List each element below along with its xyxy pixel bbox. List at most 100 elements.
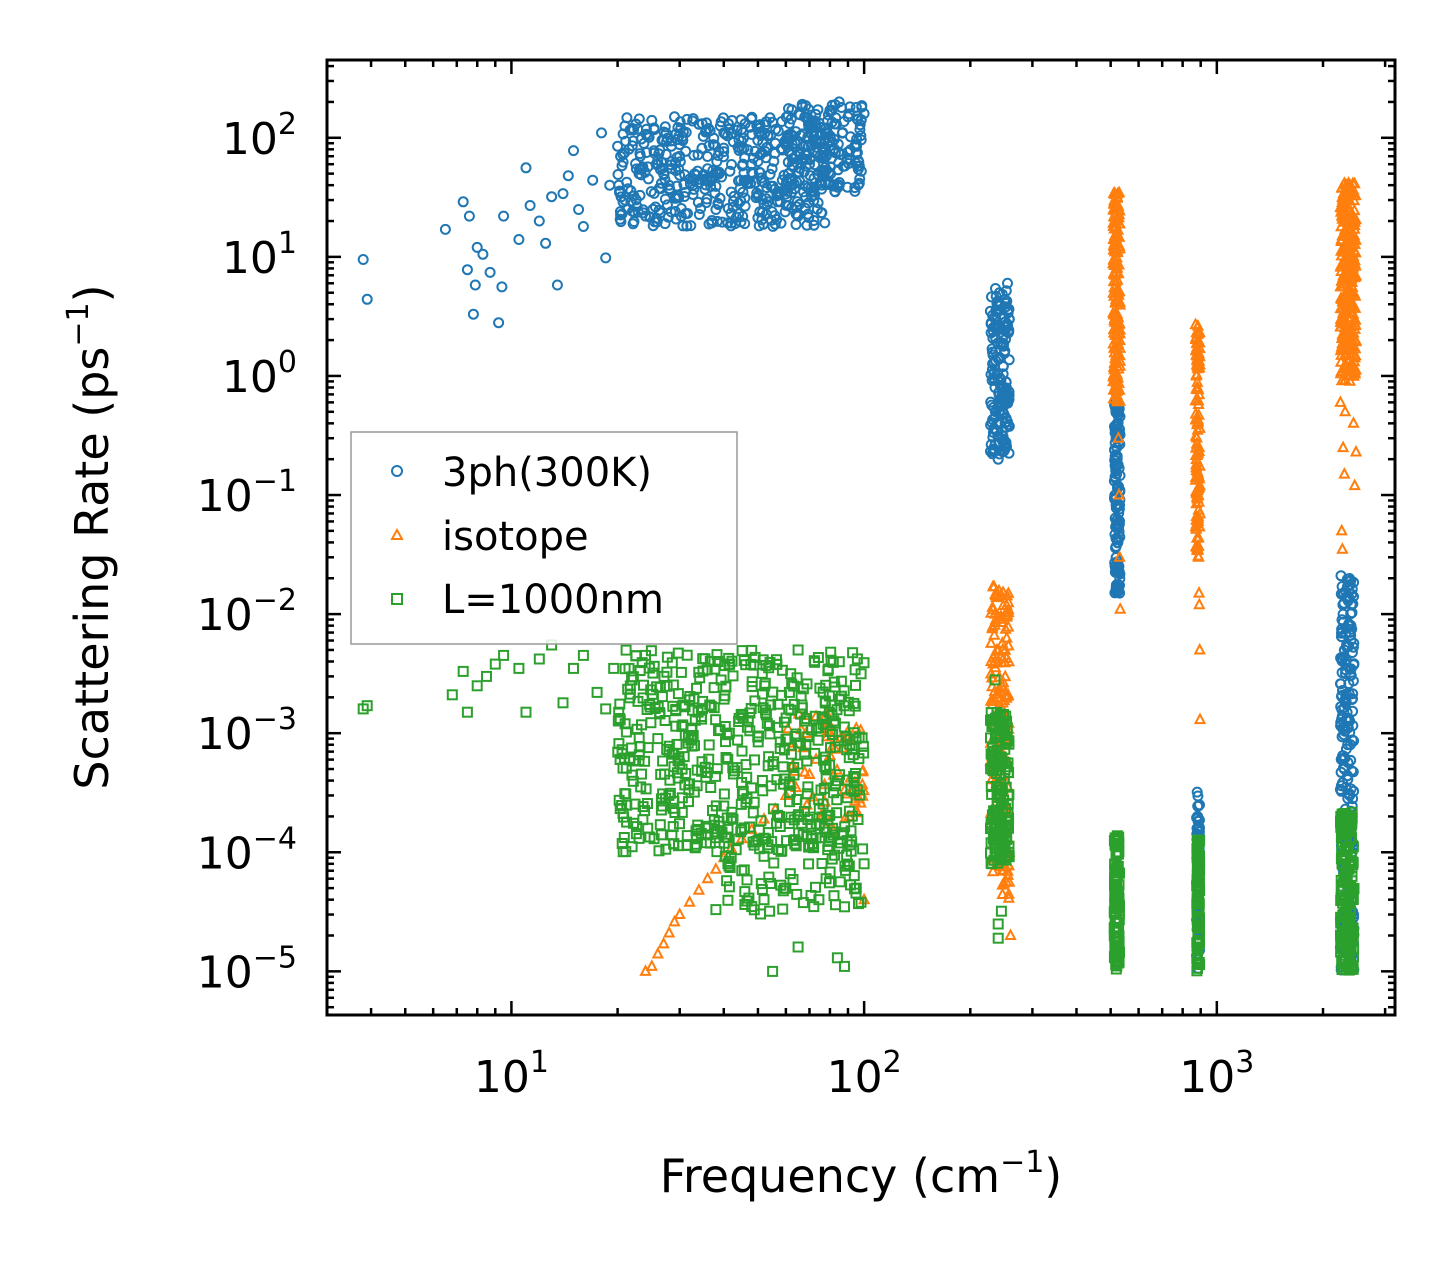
point-3ph (794, 198, 805, 210)
point-3ph (752, 120, 764, 132)
point-3ph (722, 217, 734, 229)
point-isotope (1334, 279, 1347, 292)
point-boundary (804, 811, 816, 823)
tick-label-base: 10 (197, 590, 253, 641)
point-boundary (758, 894, 770, 906)
point-boundary (991, 781, 1003, 792)
point-isotope (1110, 285, 1123, 298)
point-isotope (988, 692, 1001, 704)
point-3ph (731, 124, 743, 136)
point-isotope (1346, 285, 1359, 298)
legend: 3ph(300K) isotope L=1000nm (350, 431, 738, 645)
point-3ph (703, 123, 715, 134)
point-isotope (683, 895, 696, 907)
point-3ph (1345, 620, 1357, 632)
point-3ph (439, 223, 451, 235)
point-isotope (1349, 301, 1362, 313)
point-isotope (1112, 317, 1125, 330)
point-boundary (619, 788, 631, 800)
point-3ph (596, 127, 607, 139)
point-isotope (806, 789, 820, 802)
point-boundary (634, 665, 646, 676)
point-boundary (753, 730, 764, 742)
point-isotope (1335, 373, 1349, 386)
point-3ph (577, 221, 589, 232)
point-3ph (1345, 754, 1357, 766)
point-isotope (1336, 440, 1350, 453)
point-boundary (736, 865, 748, 877)
point-boundary (1191, 879, 1203, 891)
point-3ph (988, 374, 1000, 386)
point-boundary (721, 875, 733, 887)
point-3ph (816, 179, 828, 191)
point-isotope (1334, 395, 1347, 407)
point-isotope (1335, 232, 1348, 245)
point-boundary (656, 691, 668, 703)
point-isotope (1111, 380, 1124, 392)
point-isotope (1189, 448, 1203, 460)
point-3ph (1002, 277, 1013, 289)
point-isotope (1108, 268, 1122, 280)
point-3ph (707, 139, 719, 151)
point-3ph (768, 155, 780, 167)
point-isotope (1112, 487, 1126, 500)
point-boundary (1113, 956, 1125, 968)
point-3ph (997, 361, 1009, 372)
x-tick-label: 101 (474, 1045, 549, 1103)
point-isotope (1189, 539, 1203, 552)
point-isotope (1340, 178, 1353, 190)
point-3ph (758, 198, 770, 210)
point-boundary (835, 690, 847, 702)
point-3ph (816, 183, 828, 195)
point-boundary (616, 800, 628, 811)
point-isotope (1191, 380, 1204, 392)
point-boundary (802, 781, 814, 793)
point-boundary (985, 823, 996, 835)
point-3ph (829, 118, 841, 130)
point-isotope (1348, 322, 1362, 334)
tick-label-base: 10 (197, 709, 253, 760)
point-boundary (767, 686, 779, 698)
point-boundary (1336, 808, 1348, 820)
point-boundary (995, 768, 1006, 779)
point-isotope (1336, 312, 1349, 325)
point-3ph (1111, 515, 1122, 527)
point-3ph (675, 203, 687, 214)
tick-label-exponent: 3 (1235, 1045, 1254, 1080)
point-boundary (762, 760, 774, 772)
point-isotope (1347, 209, 1360, 222)
point-boundary (670, 720, 682, 732)
point-boundary (839, 901, 850, 913)
point-boundary (992, 918, 1004, 930)
point-3ph (612, 169, 624, 180)
point-3ph (843, 158, 855, 169)
point-boundary (640, 783, 652, 795)
point-boundary (737, 785, 749, 797)
point-3ph (695, 203, 707, 214)
point-boundary (1109, 863, 1121, 875)
point-isotope (1348, 365, 1361, 378)
point-3ph (693, 209, 705, 220)
point-isotope (1190, 357, 1203, 370)
point-boundary (850, 679, 861, 691)
point-3ph (587, 174, 599, 186)
point-boundary (661, 651, 673, 663)
point-boundary (722, 894, 734, 906)
point-3ph (989, 411, 1001, 423)
point-boundary (767, 965, 779, 977)
point-isotope (1334, 200, 1347, 212)
point-3ph (681, 113, 693, 125)
legend-label-3ph: 3ph(300K) (442, 450, 652, 496)
point-isotope (1003, 875, 1016, 887)
point-boundary (757, 785, 769, 797)
point-boundary (633, 832, 645, 844)
point-3ph (651, 212, 662, 224)
point-isotope (1107, 341, 1121, 353)
y-tick-label: 10−2 (197, 583, 297, 641)
point-3ph (661, 199, 673, 211)
point-3ph (533, 215, 545, 227)
point-isotope (1108, 202, 1121, 214)
point-3ph (801, 148, 813, 159)
point-boundary (710, 904, 722, 916)
point-boundary (744, 707, 756, 719)
